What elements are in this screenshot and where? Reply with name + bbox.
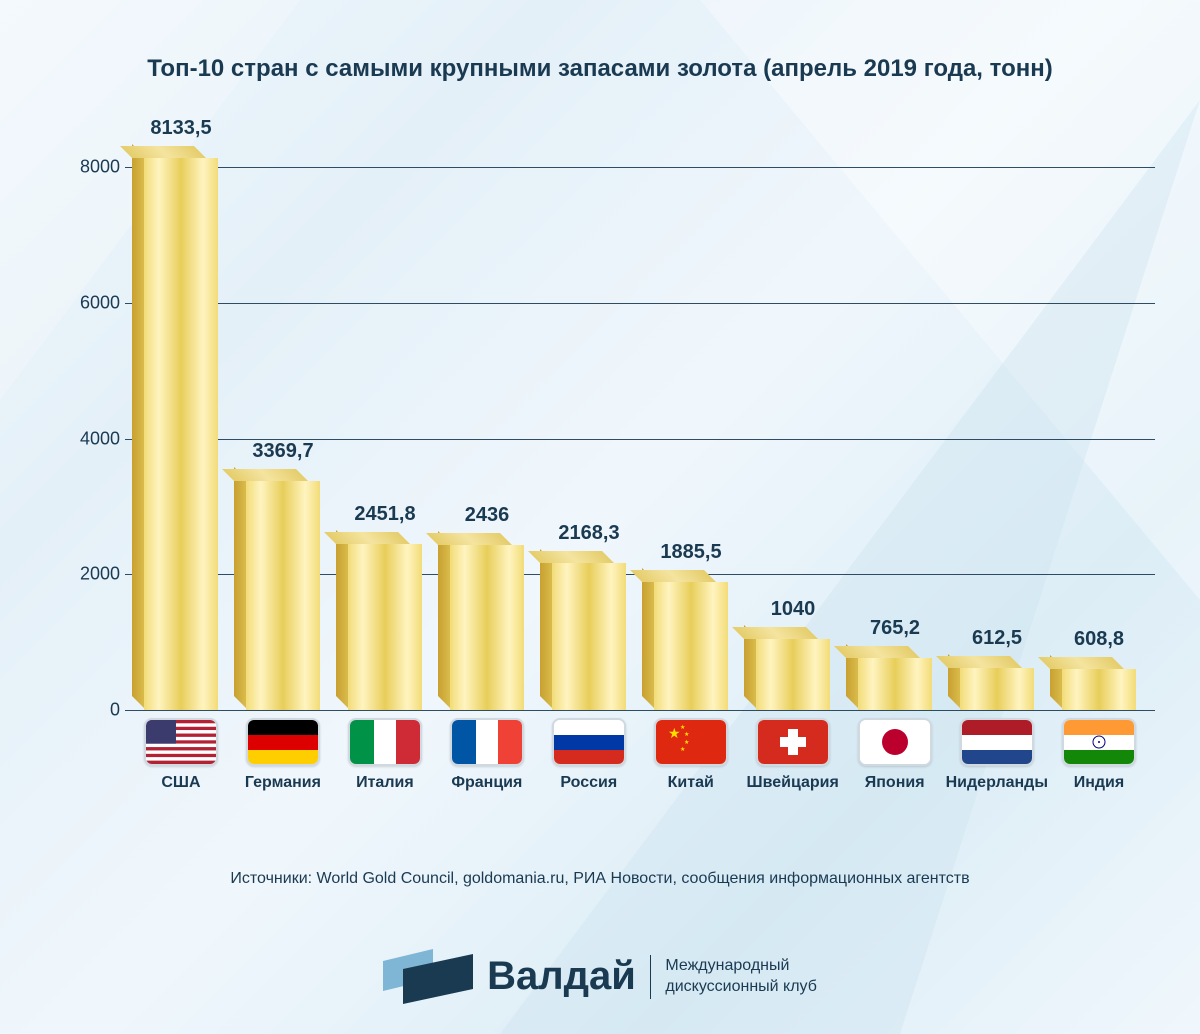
y-tick-label: 2000 [80,564,120,585]
flag-china: ★★★★★ [654,718,728,766]
label-slot: Швейцария [742,718,844,792]
bar-value-label: 1040 [771,598,816,621]
bar [756,639,830,710]
bar-slot: 608,8 [1048,140,1150,710]
bar-slot: 2168,3 [538,140,640,710]
label-slot: Италия [334,718,436,792]
label-slot: ★★★★★ Китай [640,718,742,792]
logo-name: Валдай [487,954,636,999]
country-name: Франция [451,774,522,792]
bar-value-label: 1885,5 [660,541,721,564]
bar-slot: 765,2 [844,140,946,710]
labels-row: США Германия Италия Франция Россия ★★★★★… [125,718,1155,792]
bar-slot: 2451,8 [334,140,436,710]
bar [348,544,422,710]
y-tick-label: 0 [110,700,120,721]
logo-divider [650,955,652,999]
bar [654,582,728,710]
logo-subtitle: Международный дискуссионный клуб [665,956,817,998]
bar-value-label: 3369,7 [252,440,313,463]
country-name: США [161,774,200,792]
country-name: Германия [245,774,321,792]
logo-subtitle-line1: Международный [665,956,817,977]
chart-container: 8133,5 3369,7 2451,8 2436 2168,3 [70,140,1160,820]
country-name: Россия [560,774,617,792]
svg-text:★: ★ [684,731,689,738]
svg-text:★: ★ [680,746,685,753]
flag-france [450,718,524,766]
bar-slot: 612,5 [946,140,1048,710]
plot-area: 8133,5 3369,7 2451,8 2436 2168,3 [125,140,1155,710]
bar-value-label: 2451,8 [354,503,415,526]
bar [960,668,1034,710]
bar-value-label: 608,8 [1074,628,1124,651]
label-slot: США [130,718,232,792]
svg-text:★: ★ [680,724,685,731]
bar-value-label: 2168,3 [558,522,619,545]
flag-germany [246,718,320,766]
svg-text:★: ★ [684,739,689,746]
flag-netherlands [960,718,1034,766]
bar [246,481,320,710]
sources-text: Источники: World Gold Council, goldomani… [0,870,1200,888]
y-tick-label: 4000 [80,428,120,449]
bar-value-label: 8133,5 [150,117,211,140]
gridline [125,710,1155,711]
country-name: Япония [865,774,925,792]
y-tick-label: 8000 [80,157,120,178]
bar-slot: 2436 [436,140,538,710]
footer-logo: Валдай Международный дискуссионный клуб [0,949,1200,1004]
label-slot: Япония [844,718,946,792]
flag-usa [144,718,218,766]
bar [450,545,524,710]
bar-slot: 8133,5 [130,140,232,710]
bar-slot: 1040 [742,140,844,710]
logo-icon [383,949,473,1004]
label-slot: Франция [436,718,538,792]
y-tick-label: 6000 [80,292,120,313]
country-name: Нидерланды [946,774,1048,792]
bar-value-label: 612,5 [972,627,1022,650]
bar-value-label: 2436 [465,504,510,527]
flag-india [1062,718,1136,766]
bar [1062,669,1136,710]
bar-slot: 3369,7 [232,140,334,710]
bar-value-label: 765,2 [870,617,920,640]
bar-slot: 1885,5 [640,140,742,710]
bars-row: 8133,5 3369,7 2451,8 2436 2168,3 [125,140,1155,710]
country-name: Швейцария [747,774,839,792]
label-slot: Россия [538,718,640,792]
country-name: Италия [356,774,414,792]
flag-russia [552,718,626,766]
svg-text:★: ★ [668,725,681,741]
flag-japan [858,718,932,766]
label-slot: Индия [1048,718,1150,792]
bar [858,658,932,710]
label-slot: Германия [232,718,334,792]
logo-subtitle-line2: дискуссионный клуб [665,977,817,998]
flag-switzerland [756,718,830,766]
bar [144,158,218,710]
country-name: Китай [668,774,714,792]
label-slot: Нидерланды [946,718,1048,792]
country-name: Индия [1074,774,1125,792]
bar [552,563,626,710]
flag-italy [348,718,422,766]
chart-title: Топ-10 стран с самыми крупными запасами … [0,0,1200,83]
